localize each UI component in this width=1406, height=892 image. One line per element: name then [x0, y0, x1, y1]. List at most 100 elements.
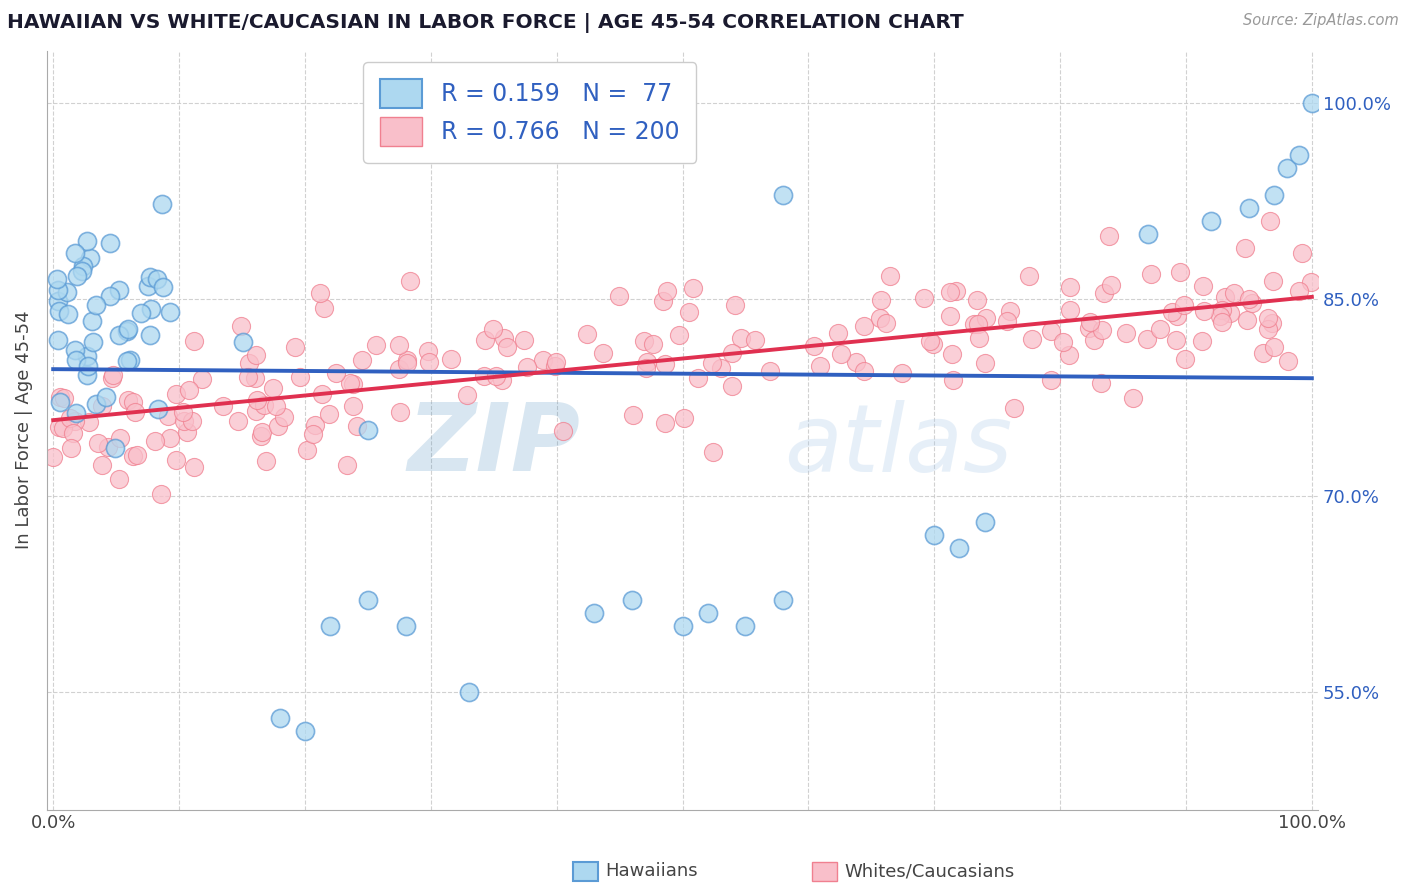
Point: [273, 410, 295, 425]
Point: [482, 321, 505, 335]
Point: [803, 339, 825, 353]
Point: [1233, 241, 1256, 255]
Point: [1083, 334, 1105, 348]
Point: [48, 304, 70, 318]
Point: [389, 404, 412, 418]
Point: [544, 355, 567, 369]
Point: [1018, 268, 1040, 283]
Point: [1211, 303, 1233, 318]
Point: [107, 327, 129, 342]
Point: [948, 541, 970, 555]
Point: [724, 298, 747, 312]
Point: [696, 607, 718, 621]
Point: [176, 425, 198, 440]
Point: [139, 270, 162, 285]
Point: [759, 364, 782, 378]
Point: [53, 391, 76, 405]
Point: [652, 293, 675, 308]
Point: [143, 434, 166, 449]
Point: [91, 399, 114, 413]
Point: [212, 399, 235, 413]
Point: [48, 420, 70, 434]
Point: [284, 340, 307, 354]
Point: [974, 311, 997, 326]
Point: [1199, 213, 1222, 227]
Point: [125, 448, 148, 462]
Point: [294, 724, 316, 739]
Point: [672, 411, 695, 425]
Point: [418, 355, 440, 369]
Point: [108, 283, 131, 297]
Point: [364, 338, 387, 352]
Point: [1261, 274, 1284, 288]
Point: [945, 284, 967, 298]
Point: [59, 411, 82, 425]
Point: [238, 356, 260, 370]
Point: [183, 334, 205, 348]
Point: [245, 403, 267, 417]
Point: [245, 392, 267, 407]
Point: [967, 331, 990, 345]
Point: [1137, 227, 1160, 241]
Point: [49, 390, 72, 404]
Point: [65, 343, 87, 357]
Point: [1136, 332, 1159, 346]
Point: [494, 331, 516, 345]
Point: [472, 369, 495, 384]
Point: [129, 306, 152, 320]
Point: [346, 418, 368, 433]
Point: [65, 406, 87, 420]
Point: [995, 314, 1018, 328]
Point: [1040, 324, 1063, 338]
Point: [1275, 161, 1298, 176]
Point: [243, 371, 266, 385]
Point: [734, 619, 756, 633]
Point: [148, 402, 170, 417]
Point: [115, 354, 138, 368]
Point: [107, 472, 129, 486]
Point: [643, 336, 665, 351]
Point: [1164, 333, 1187, 347]
Point: [942, 373, 965, 387]
Point: [1115, 326, 1137, 340]
Point: [388, 338, 411, 352]
Point: [1291, 245, 1313, 260]
Point: [922, 528, 945, 542]
Point: [869, 311, 891, 326]
Point: [875, 316, 897, 330]
Point: [966, 293, 988, 307]
Point: [941, 347, 963, 361]
Point: [709, 361, 731, 376]
Text: HAWAIIAN VS WHITE/CAUCASIAN IN LABOR FORCE | AGE 45-54 CORRELATION CHART: HAWAIIAN VS WHITE/CAUCASIAN IN LABOR FOR…: [7, 13, 963, 33]
Point: [1166, 310, 1188, 324]
Point: [1021, 332, 1043, 346]
Point: [974, 356, 997, 370]
Point: [77, 415, 100, 429]
Point: [350, 352, 373, 367]
Point: [1239, 292, 1261, 306]
Point: [440, 351, 463, 366]
Point: [52, 421, 75, 435]
Point: [1168, 265, 1191, 279]
Point: [1059, 279, 1081, 293]
Point: [721, 346, 744, 360]
Point: [96, 440, 118, 454]
Point: [98, 236, 121, 251]
Point: [1192, 278, 1215, 293]
Point: [830, 347, 852, 361]
Point: [668, 328, 690, 343]
Point: [253, 398, 276, 412]
Point: [304, 417, 326, 432]
Point: [254, 453, 277, 467]
Point: [388, 361, 411, 376]
Point: [513, 334, 536, 348]
Point: [1078, 321, 1101, 335]
Point: [66, 268, 89, 283]
Point: [1251, 346, 1274, 360]
Point: [46, 294, 69, 309]
Point: [621, 408, 644, 422]
Point: [1098, 228, 1121, 243]
Point: [319, 619, 342, 633]
Point: [139, 302, 162, 317]
Point: [879, 268, 901, 283]
